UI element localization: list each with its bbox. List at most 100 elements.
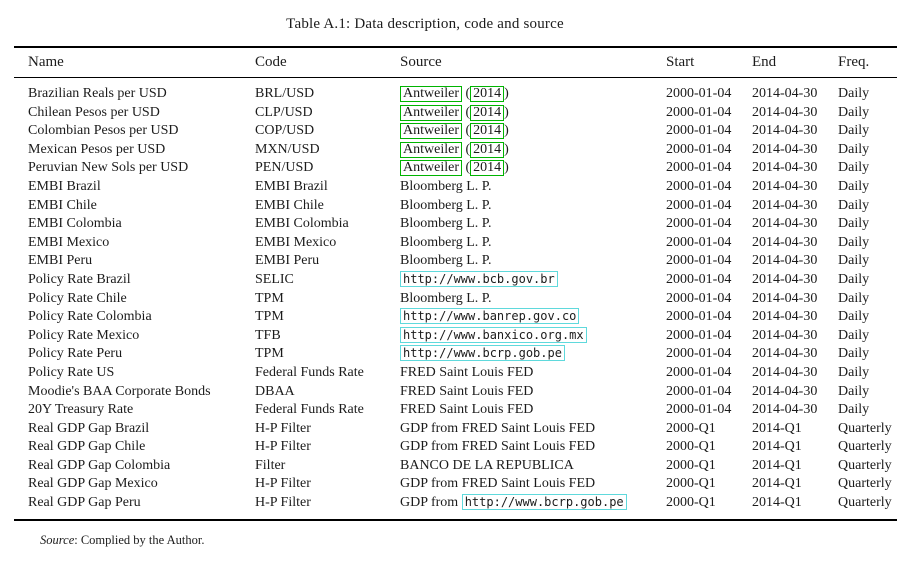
column-header-source: Source (400, 47, 666, 78)
cell-start: 2000-01-04 (666, 346, 732, 362)
cell-source: Antweiler (2014) (400, 122, 666, 141)
table-body: Brazilian Reals per USD BRL/USD Antweiler … (14, 78, 897, 520)
cell-end: 2014-04-30 (752, 216, 818, 232)
cell-start: 2000-01-04 (666, 364, 732, 380)
cell-end: 2014-04-30 (752, 178, 818, 194)
column-header-name: Name (14, 47, 255, 78)
cell-name: Policy Rate US (28, 364, 115, 380)
cell-freq: Daily (838, 141, 870, 157)
cell-freq: Daily (838, 160, 870, 176)
cell-code: TPM (255, 290, 284, 306)
cell-start: 2000-01-04 (666, 309, 732, 325)
url-link[interactable]: http://www.bcb.gov.br (400, 270, 558, 287)
table-row: Policy Rate Colombia TPM http://www.banrep… (14, 308, 897, 327)
table-row: Colombian Pesos per USD COP/USD Antweiler … (14, 122, 897, 141)
source-text: Bloomberg L. P. (400, 197, 492, 213)
citation-year-link[interactable]: 2014 (470, 160, 505, 177)
cell-name: Real GDP Gap Brazil (28, 420, 150, 436)
table-row: Chilean Pesos per USD CLP/USD Antweiler (2… (14, 104, 897, 123)
cell-end: 2014-04-30 (752, 234, 818, 250)
table-row: Mexican Pesos per USD MXN/USD Antweiler (2… (14, 141, 897, 160)
cell-name: Real GDP Gap Colombia (28, 457, 171, 473)
cell-freq: Daily (838, 346, 870, 362)
cell-end: 2014-Q1 (752, 420, 802, 436)
citation-link[interactable]: Antweiler (400, 86, 462, 102)
cell-start: 2000-01-04 (666, 327, 732, 343)
table-row: 20Y Treasury Rate Federal Funds Rate FRED … (14, 401, 897, 420)
table-row: Real GDP Gap Peru H-P Filter GDP from http… (14, 494, 897, 520)
url-link[interactable]: http://www.bcrp.gob.pe (400, 345, 565, 362)
column-header-freq: Freq. (838, 47, 897, 78)
cell-start: 2000-Q1 (666, 476, 716, 492)
data-table: Name Code Source Start End Freq. Brazili… (14, 46, 897, 521)
cell-source: Bloomberg L. P. (400, 178, 666, 197)
citation-link[interactable]: Antweiler (400, 141, 462, 158)
cell-code: EMBI Mexico (255, 234, 337, 250)
cell-name: EMBI Brazil (28, 178, 101, 194)
table-row: Real GDP Gap Brazil H-P Filter GDP from FR… (14, 420, 897, 439)
cell-code: EMBI Brazil (255, 178, 328, 194)
cell-end: 2014-04-30 (752, 309, 818, 325)
cell-code: Filter (255, 457, 286, 473)
cell-freq: Daily (838, 104, 870, 120)
citation-link[interactable]: Antweiler (400, 123, 462, 140)
cell-source: http://www.banrep.gov.co (400, 308, 666, 327)
cell-name: Brazilian Reals per USD (28, 86, 167, 101)
cell-name: Real GDP Gap Mexico (28, 476, 158, 492)
cell-start: 2000-01-04 (666, 178, 732, 194)
cell-code: BRL/USD (255, 86, 315, 101)
cell-end: 2014-Q1 (752, 439, 802, 455)
citation-year-link[interactable]: 2014 (470, 123, 505, 140)
cell-source: GDP from FRED Saint Louis FED (400, 475, 666, 494)
cell-name: Policy Rate Brazil (28, 271, 131, 287)
cell-source: Antweiler (2014) (400, 159, 666, 178)
citation-year-link[interactable]: 2014 (470, 104, 505, 121)
table-row: Policy Rate Chile TPM Bloomberg L. P. 2000-… (14, 290, 897, 309)
citation-year-link[interactable]: 2014 (470, 141, 505, 158)
table-footnote: Source: Complied by the Author. (40, 533, 910, 548)
url-link[interactable]: http://www.banxico.org.mx (400, 326, 587, 343)
cell-start: 2000-01-04 (666, 290, 732, 306)
cell-name: Policy Rate Peru (28, 346, 123, 362)
cell-freq: Quarterly (838, 457, 892, 473)
table-row: EMBI Colombia EMBI Colombia Bloomberg L. P… (14, 215, 897, 234)
table-row: Policy Rate US Federal Funds Rate FRED Sai… (14, 364, 897, 383)
source-text: GDP from FRED Saint Louis FED (400, 439, 596, 455)
cell-start: 2000-Q1 (666, 457, 716, 473)
cell-end: 2014-04-30 (752, 402, 818, 418)
table-row: EMBI Brazil EMBI Brazil Bloomberg L. P. 200… (14, 178, 897, 197)
column-header-start: Start (666, 47, 752, 78)
source-text: GDP from FRED Saint Louis FED (400, 476, 596, 492)
cell-name: Moodie's BAA Corporate Bonds (28, 383, 211, 399)
cell-source: http://www.bcrp.gob.pe (400, 345, 666, 364)
cell-source: Bloomberg L. P. (400, 197, 666, 216)
cell-freq: Daily (838, 178, 870, 194)
cell-end: 2014-04-30 (752, 123, 818, 139)
table-row: Moodie's BAA Corporate Bonds DBAA FRED Sai… (14, 383, 897, 402)
citation-link[interactable]: Antweiler (400, 160, 462, 177)
cell-code: MXN/USD (255, 141, 320, 157)
cell-name: EMBI Mexico (28, 234, 110, 250)
citation-year-link[interactable]: 2014 (470, 86, 505, 102)
cell-start: 2000-01-04 (666, 234, 732, 250)
cell-code: COP/USD (255, 123, 315, 139)
footnote-source-label: Source (40, 532, 75, 547)
cell-name: Real GDP Gap Chile (28, 439, 146, 455)
citation-link[interactable]: Antweiler (400, 104, 462, 121)
cell-source: GDP from FRED Saint Louis FED (400, 438, 666, 457)
cell-source: http://www.bcb.gov.br (400, 270, 666, 290)
table-row: Peruvian New Sols per USD PEN/USD Antweile… (14, 159, 897, 178)
url-link[interactable]: http://www.bcrp.gob.pe (461, 494, 627, 511)
table-row: Real GDP Gap Mexico H-P Filter GDP from FR… (14, 475, 897, 494)
source-text: GDP from (400, 495, 462, 511)
cell-name: EMBI Peru (28, 253, 93, 269)
cell-code: Federal Funds Rate (255, 402, 364, 418)
source-text: Bloomberg L. P. (400, 253, 492, 269)
cell-code: EMBI Chile (255, 197, 324, 213)
cell-freq: Daily (838, 253, 870, 269)
table-row: Real GDP Gap Colombia Filter BANCO DE LA R… (14, 457, 897, 476)
table-header: Name Code Source Start End Freq. (14, 47, 897, 78)
url-link[interactable]: http://www.banrep.gov.co (400, 308, 580, 325)
footnote-source-text: : Complied by the Author. (74, 532, 205, 547)
cell-code: SELIC (255, 271, 294, 287)
